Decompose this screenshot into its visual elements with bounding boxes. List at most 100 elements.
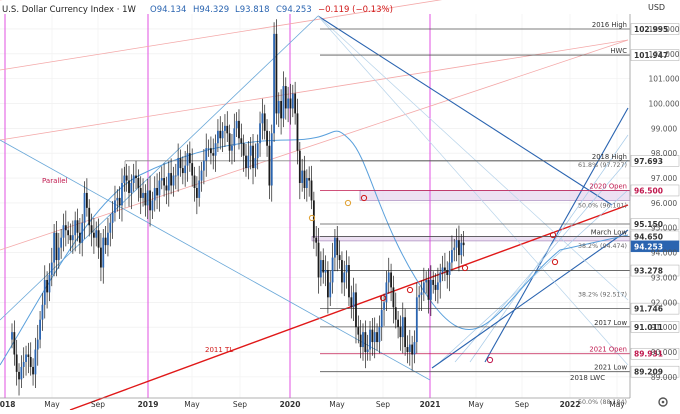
candle [27, 342, 30, 374]
candle [62, 213, 65, 252]
candle-body [289, 98, 292, 109]
candle-body [224, 125, 226, 131]
candle [55, 221, 58, 277]
x-tick-label: 2022 [560, 400, 581, 409]
candle-body [144, 192, 147, 206]
candle [256, 134, 259, 170]
candle-body [195, 187, 198, 198]
candle-body [310, 180, 313, 201]
candle [355, 283, 357, 344]
candle [109, 214, 112, 247]
level-tag-bg [630, 321, 680, 333]
descending-trendline [317, 15, 613, 206]
candle [165, 176, 168, 205]
candle-body [25, 354, 27, 362]
candle [13, 320, 16, 366]
y-tick-label: 94.000 [651, 249, 677, 258]
candle-body [436, 282, 439, 290]
candle [343, 260, 346, 297]
candle-body [240, 138, 243, 144]
candle [460, 233, 463, 264]
x-tick-label: May [184, 400, 200, 409]
candles[interactable] [11, 19, 465, 396]
candle-body [221, 130, 224, 139]
level-tag-value: 89.209 [634, 368, 663, 377]
candle [352, 277, 355, 321]
level-name: March Low [591, 228, 628, 236]
candle-body [455, 240, 458, 248]
settings-gear-icon[interactable] [658, 397, 668, 407]
candle-body [392, 287, 395, 308]
candle [219, 116, 222, 150]
candle [20, 355, 23, 389]
candle-body [418, 294, 421, 298]
candle-body [132, 175, 135, 184]
x-tick-label: 2020 [280, 400, 301, 409]
candle [446, 261, 449, 289]
candle [81, 214, 84, 257]
candle-body [231, 145, 233, 151]
annotation-label: Parallel [42, 177, 68, 185]
candle-body [282, 86, 285, 119]
candle [415, 282, 418, 354]
candle-body [85, 192, 88, 208]
candle [226, 111, 229, 142]
candle [118, 186, 121, 220]
candle [193, 166, 196, 202]
level-name: 2021 Low [594, 364, 627, 372]
candle-body [458, 240, 460, 256]
candle-body [273, 33, 275, 134]
pivot-marker [461, 264, 469, 272]
candle [153, 176, 156, 212]
candle-body [123, 175, 126, 184]
candle-body [48, 274, 51, 293]
candle [174, 163, 177, 190]
candle [132, 163, 135, 192]
candle [233, 113, 236, 162]
candle [64, 210, 67, 247]
candle [380, 295, 383, 341]
candle [324, 255, 327, 287]
candle-body [104, 237, 107, 246]
level-tag-bg [630, 240, 680, 253]
candle [429, 265, 432, 316]
x-tick-label: Sep [233, 400, 247, 409]
candle-body [174, 175, 177, 177]
y-tick-label: 92.000 [651, 298, 677, 307]
candle [212, 138, 215, 170]
candle [78, 218, 81, 254]
y-tick-label: 97.000 [651, 174, 677, 183]
candle [359, 319, 362, 359]
candle-body [348, 265, 350, 298]
candle [135, 160, 137, 190]
level-tag-bg [630, 184, 680, 197]
candle-body [334, 237, 336, 258]
pitchfork-line [484, 107, 629, 363]
candle-body [291, 93, 294, 109]
candle-body [238, 120, 240, 139]
x-tick-label: 2018 [0, 400, 15, 409]
candle [448, 250, 451, 292]
candle-body [359, 334, 362, 348]
price-axis-area [630, 0, 680, 410]
candle [425, 271, 428, 294]
candle [263, 104, 266, 140]
candle [195, 176, 198, 215]
candle-body [15, 354, 18, 372]
candle [411, 335, 414, 371]
candle [418, 286, 421, 312]
candle-body [76, 220, 79, 233]
candle-body [214, 143, 217, 156]
candle [11, 323, 13, 349]
candle [422, 267, 425, 302]
candle [273, 22, 275, 142]
candle [390, 263, 392, 302]
candle [151, 191, 154, 220]
candle [261, 98, 264, 140]
candle-body [151, 200, 154, 211]
candle-body [29, 356, 32, 367]
candle [371, 317, 374, 356]
candle [385, 270, 388, 312]
candle-body [387, 272, 390, 283]
candle [67, 221, 70, 244]
